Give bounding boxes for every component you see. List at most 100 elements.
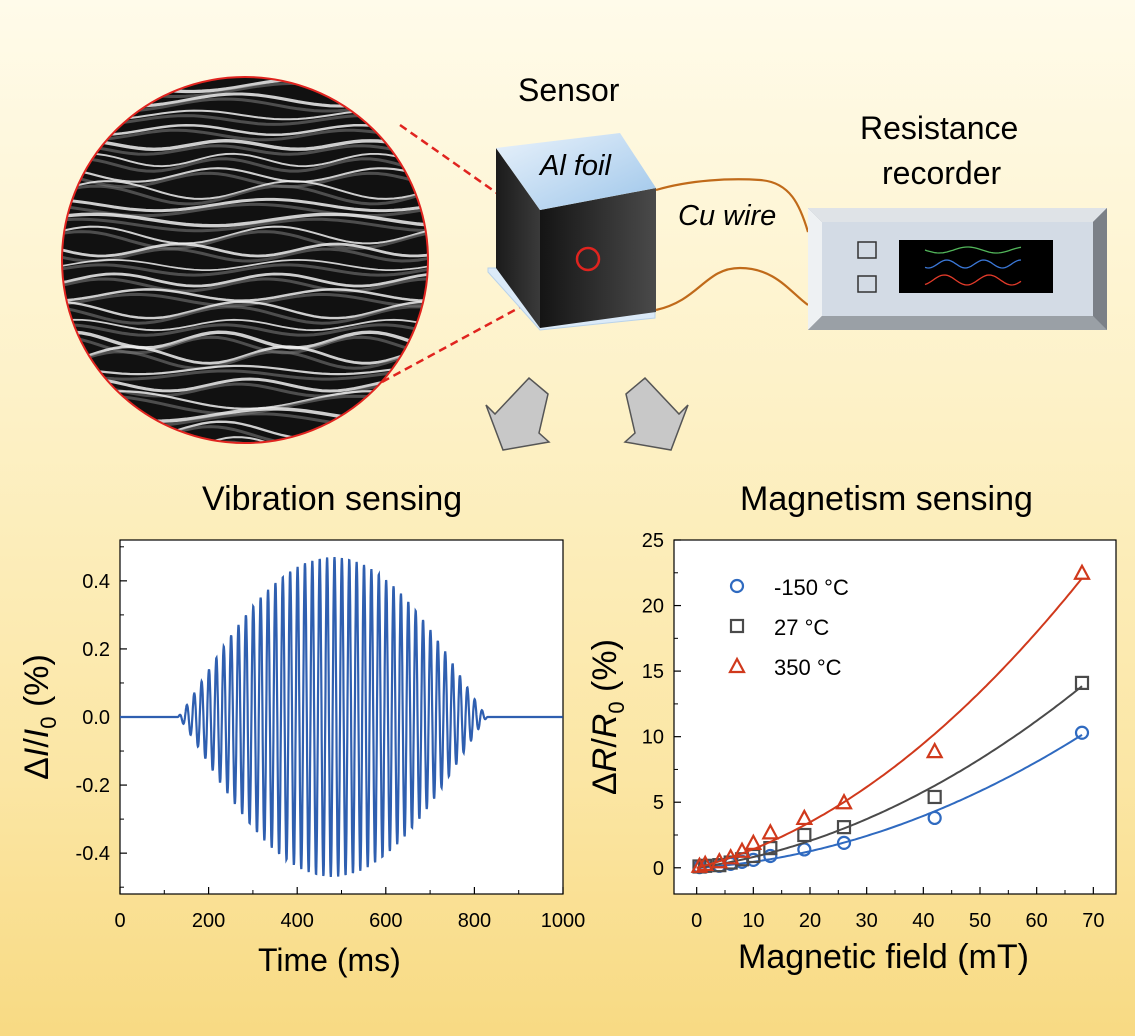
sem-flake-shadow [62, 292, 428, 308]
legend-label: -150 °C [774, 575, 849, 600]
recorder-label-line2: recorder [882, 155, 1002, 191]
data-point [728, 656, 746, 674]
sem-flake [62, 364, 428, 376]
x-tick-label: 40 [912, 910, 934, 932]
recorder-label-line1: Resistance [860, 110, 1019, 146]
x-tick-label: 50 [969, 910, 991, 932]
sem-flake-shadow [62, 350, 428, 370]
y-tick-label: 25 [642, 530, 664, 552]
sem-flake-shadow [62, 157, 428, 173]
sem-flake [62, 330, 428, 350]
ylabel-delta: Δ [586, 772, 625, 795]
sem-flake-shadow [62, 277, 428, 293]
x-tick-label: 30 [856, 910, 878, 932]
magnetism-xlabel: Magnetic field (mT) [738, 938, 1029, 976]
ylabel-r: R [586, 747, 625, 773]
data-point [763, 848, 778, 864]
data-point [797, 827, 812, 843]
zoom-target-circle [575, 246, 601, 272]
data-point [690, 856, 709, 873]
ylabel-i: I [18, 747, 57, 758]
data-point [696, 854, 715, 871]
y-tick-label: 0.4 [82, 571, 110, 593]
magnetism-plot-area [673, 539, 1117, 895]
data-point [744, 833, 763, 850]
fit-line [696, 685, 1083, 869]
sem-flake [62, 242, 428, 258]
sem-flake [62, 152, 428, 168]
ylabel-unit: (%) [18, 654, 57, 717]
data-point [927, 789, 942, 805]
cu-wires [655, 178, 810, 312]
magnetism-chart: 0 10 20 30 40 50 60 70 0 5 10 15 20 25 -150 °C 27 °C 35… [642, 530, 1117, 932]
sem-flake [62, 318, 428, 332]
ylabel-slash: / [18, 738, 57, 748]
y-tick-label: -0.2 [76, 775, 110, 797]
sem-flake [62, 259, 428, 271]
sem-flake-shadow [62, 263, 428, 277]
sem-flake-shadow [62, 184, 428, 206]
data-point [795, 808, 814, 826]
al-foil-label: Al foil [540, 150, 611, 182]
y-tick-label: -0.4 [76, 843, 110, 865]
recorder-button-2 [857, 275, 877, 293]
data-point [925, 741, 944, 759]
flow-arrows [485, 376, 689, 451]
vibration-series-line [120, 557, 563, 877]
x-tick-label: 60 [1026, 910, 1048, 932]
sem-flake [62, 225, 428, 245]
sem-flake-shadow [62, 369, 428, 381]
cu-wire-label: Cu wire [678, 200, 777, 232]
sem-flake [62, 138, 428, 152]
ylabel-slash: / [586, 738, 625, 748]
x-tick-label: 800 [458, 910, 491, 932]
x-tick-label: 20 [799, 910, 821, 932]
sem-flake-shadow [62, 217, 428, 233]
x-tick-label: 0 [114, 910, 125, 932]
x-tick-label: 1000 [541, 910, 586, 932]
legend-label: 350 °C [774, 655, 842, 680]
data-point [729, 578, 745, 594]
y-tick-label: 15 [642, 661, 664, 683]
recorder-button-1 [857, 241, 877, 259]
data-point [729, 618, 745, 634]
x-tick-label: 200 [192, 910, 225, 932]
sem-flake-shadow [62, 323, 428, 337]
sem-flake-shadow [62, 440, 428, 443]
arrow-right [623, 376, 689, 451]
y-tick-label: 0 [653, 858, 664, 880]
legend-label: 27 °C [774, 615, 829, 640]
fit-line [696, 577, 1083, 869]
arrow-left [485, 376, 551, 451]
vibration-title: Vibration sensing [202, 480, 463, 518]
sensor-cube [487, 133, 656, 331]
sem-flake [62, 272, 428, 288]
sem-flake-shadow [62, 305, 428, 325]
vibration-ylabel: ΔI/I0 (%) [18, 654, 62, 780]
sem-micrograph [61, 76, 429, 444]
data-point [836, 820, 852, 835]
sem-flake [62, 167, 428, 183]
sem-flake [62, 345, 428, 365]
sem-flake [62, 300, 428, 320]
y-tick-label: 0.0 [82, 707, 110, 729]
ylabel-unit: (%) [586, 639, 625, 702]
x-tick-label: 10 [742, 910, 764, 932]
y-tick-label: 20 [642, 596, 664, 618]
recorder-screen [899, 240, 1053, 293]
data-point [927, 810, 942, 826]
sem-flake-shadow [62, 171, 428, 189]
data-point [761, 823, 780, 840]
data-point [835, 792, 853, 810]
sem-flake [62, 197, 428, 213]
x-tick-label: 600 [369, 910, 402, 932]
sem-flake [62, 77, 428, 78]
x-tick-label: 0 [691, 910, 702, 932]
data-point [1074, 675, 1090, 691]
ylabel-i0: I [18, 728, 57, 739]
magnetism-ylabel: ΔR/R0 (%) [586, 639, 630, 795]
sem-flake [62, 288, 428, 302]
y-tick-label: 10 [642, 727, 664, 749]
resistance-recorder [808, 208, 1107, 330]
